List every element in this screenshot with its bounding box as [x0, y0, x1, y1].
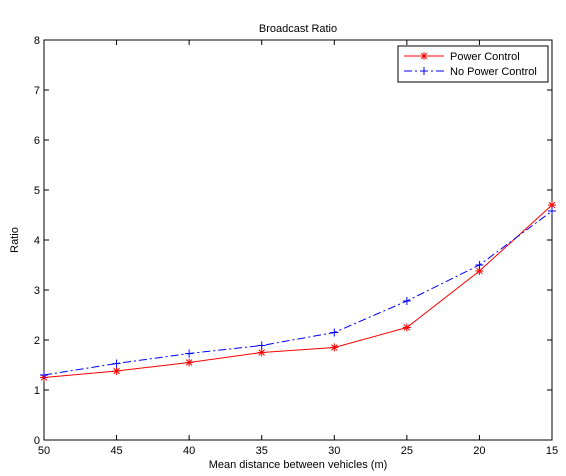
legend-entry: No Power Control	[404, 66, 537, 78]
x-tick-label: 20	[473, 445, 485, 457]
y-tick-label: 0	[34, 435, 40, 447]
legend-box	[397, 45, 549, 83]
data-point	[112, 367, 121, 375]
legend: Power Control No Power Control	[397, 45, 549, 83]
data-point	[475, 267, 484, 275]
y-tick-label: 2	[34, 335, 40, 347]
x-tick-label: 15	[546, 445, 558, 457]
series-line	[43, 210, 553, 376]
chart-title: Broadcast Ratio	[259, 23, 337, 35]
x-axis-title: Mean distance between vehicles (m)	[209, 459, 388, 471]
legend-marker	[420, 52, 428, 60]
x-tick-label: 25	[401, 445, 413, 457]
y-axis-title: Ratio	[9, 227, 21, 253]
data-point	[257, 348, 266, 357]
y-tick-label: 7	[34, 85, 40, 97]
legend-entry: Power Control	[404, 51, 520, 63]
x-tick-label: 35	[256, 445, 268, 457]
data-point	[402, 297, 411, 305]
data-point	[40, 371, 48, 379]
x-tick-label: 30	[328, 445, 340, 457]
y-tick-label: 8	[34, 35, 40, 47]
y-tick-label: 6	[34, 135, 40, 147]
x-tick-label: 50	[38, 445, 50, 457]
legend-label: Power Control	[450, 51, 520, 63]
series-line	[43, 204, 553, 378]
data-point	[330, 343, 339, 352]
x-tick-label: 45	[110, 445, 122, 457]
x-tick-label: 40	[183, 445, 195, 457]
y-tick-label: 4	[34, 235, 40, 247]
y-tick-label: 1	[34, 385, 40, 397]
legend-marker	[420, 67, 428, 75]
y-tick-label: 5	[34, 185, 40, 197]
series-2	[40, 207, 556, 379]
data-point	[185, 358, 194, 367]
series-layer	[40, 201, 556, 382]
plot-area	[43, 39, 553, 441]
legend-label: No Power Control	[450, 66, 537, 78]
data-point	[112, 359, 121, 368]
data-point	[402, 323, 411, 332]
data-point	[330, 328, 339, 337]
y-tick-label: 3	[34, 285, 40, 297]
data-point	[185, 349, 194, 358]
data-point	[257, 341, 266, 350]
data-point	[475, 261, 484, 269]
data-point	[548, 207, 556, 215]
